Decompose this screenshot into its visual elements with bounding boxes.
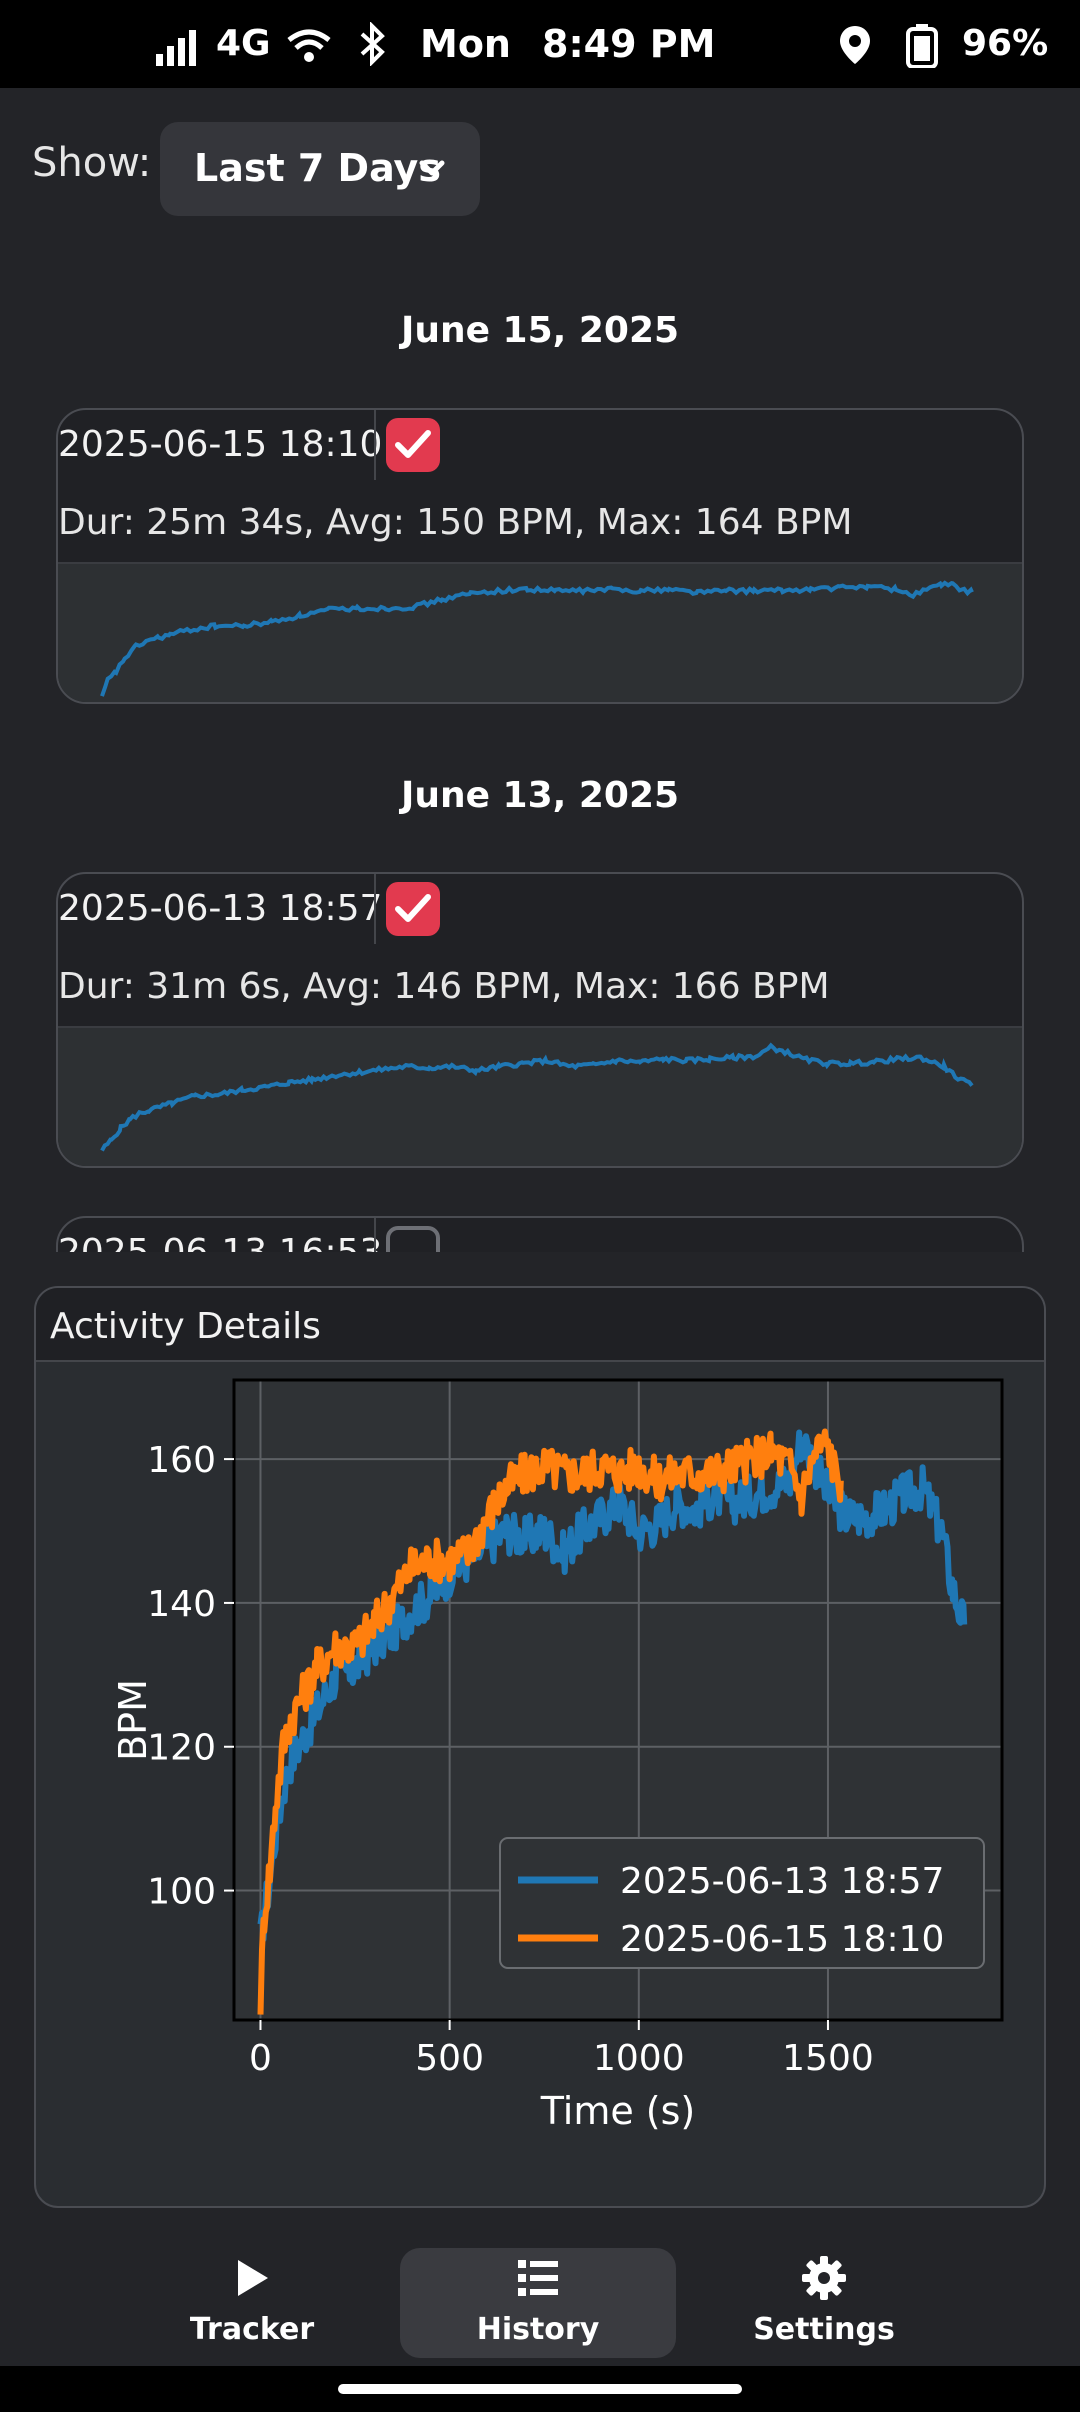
home-indicator[interactable] (338, 2384, 742, 2394)
activity-sparkline (58, 562, 1022, 702)
activity-card[interactable]: 2025-06-13 18:57 Dur: 31m 6s, Avg: 146 B… (56, 872, 1024, 1168)
divider (374, 1218, 376, 1252)
date-heading: June 13, 2025 (400, 775, 680, 816)
gear-icon (802, 2256, 846, 2300)
divider (374, 874, 376, 944)
x-tick-label: 1500 (782, 2038, 874, 2079)
activity-checkbox[interactable] (386, 418, 440, 472)
status-bar: 4G Mon 8:49 PM 96% (0, 0, 1080, 88)
network-type: 4G (216, 23, 271, 64)
show-label: Show: (32, 140, 152, 186)
y-tick-label: 100 (147, 1872, 216, 1913)
x-tick-label: 500 (415, 2038, 484, 2079)
battery-percent: 96% (962, 23, 1049, 64)
y-tick-label: 140 (147, 1584, 216, 1625)
legend-box (499, 1837, 985, 1969)
sparkline-path (100, 580, 974, 697)
tab-history[interactable]: History (400, 2248, 676, 2358)
checkmark-icon (395, 430, 431, 458)
date-range-value: Last 7 Days (194, 146, 441, 190)
activity-summary: Dur: 25m 34s, Avg: 150 BPM, Max: 164 BPM (58, 502, 853, 543)
wifi-icon (287, 29, 331, 62)
checkmark-icon (395, 894, 431, 922)
activity-summary: Dur: 31m 6s, Avg: 146 BPM, Max: 166 BPM (58, 966, 830, 1007)
date-range-dropdown[interactable]: Last 7 Days (160, 122, 480, 216)
heart-rate-chart: 0 500 1000 1500 100 120 140 160 Time (s) BPM 2025-… (111, 1378, 1004, 2133)
list-icon (518, 2260, 558, 2296)
y-tick-label: 120 (147, 1728, 216, 1769)
activity-card[interactable]: 2025-06-13 16:53 (56, 1216, 1024, 1252)
tab-label: Tracker (189, 2312, 315, 2347)
tab-settings[interactable]: Settings (686, 2248, 962, 2358)
legend-label: 2025-06-15 18:10 (620, 1919, 944, 1960)
plot-frame (232, 1378, 1004, 2022)
bluetooth-icon (360, 22, 385, 66)
location-icon (840, 26, 870, 64)
play-icon (238, 2260, 268, 2296)
activity-checkbox[interactable] (386, 882, 440, 936)
battery-icon (906, 24, 938, 68)
gesture-bar (0, 2366, 1080, 2412)
chevron-down-icon (419, 160, 445, 176)
activity-card[interactable]: 2025-06-15 18:10 Dur: 25m 34s, Avg: 150 … (56, 408, 1024, 704)
tab-label: Settings (753, 2312, 895, 2347)
y-axis-label: BPM (111, 1679, 155, 1761)
tab-label: History (476, 2312, 600, 2347)
activity-title: 2025-06-13 16:53 (58, 1232, 382, 1252)
activity-title: 2025-06-13 18:57 (58, 888, 383, 929)
status-day: Mon (420, 22, 511, 66)
tab-tracker[interactable]: Tracker (114, 2248, 390, 2358)
legend-label: 2025-06-13 18:57 (620, 1861, 944, 1902)
divider (374, 410, 376, 480)
bottom-nav: Tracker History (0, 2226, 1080, 2366)
activity-details-panel: Activity Details 0 500 1000 1500 100 120 140 16… (34, 1286, 1046, 2208)
series-line (257, 1428, 844, 2015)
sparkline-path (100, 1042, 974, 1152)
legend: 2025-06-13 18:57 2025-06-15 18:10 (499, 1837, 985, 1969)
activity-title: 2025-06-15 18:10 (58, 424, 383, 465)
signal-icon (156, 30, 196, 66)
details-header: Activity Details (36, 1288, 1044, 1362)
status-time: 8:49 PM (542, 22, 716, 66)
activity-list[interactable]: June 15, 2025 2025-06-15 18:10 Dur: 25m … (0, 240, 1080, 1252)
x-tick-label: 1000 (593, 2038, 685, 2079)
series-line (257, 1429, 968, 1943)
activity-checkbox[interactable] (386, 1226, 440, 1252)
date-heading: June 15, 2025 (400, 310, 680, 351)
x-tick-label: 0 (249, 2038, 272, 2079)
details-title: Activity Details (50, 1306, 321, 1347)
activity-sparkline (58, 1026, 1022, 1166)
y-tick-label: 160 (147, 1440, 216, 1481)
x-axis-label: Time (s) (540, 2089, 696, 2133)
